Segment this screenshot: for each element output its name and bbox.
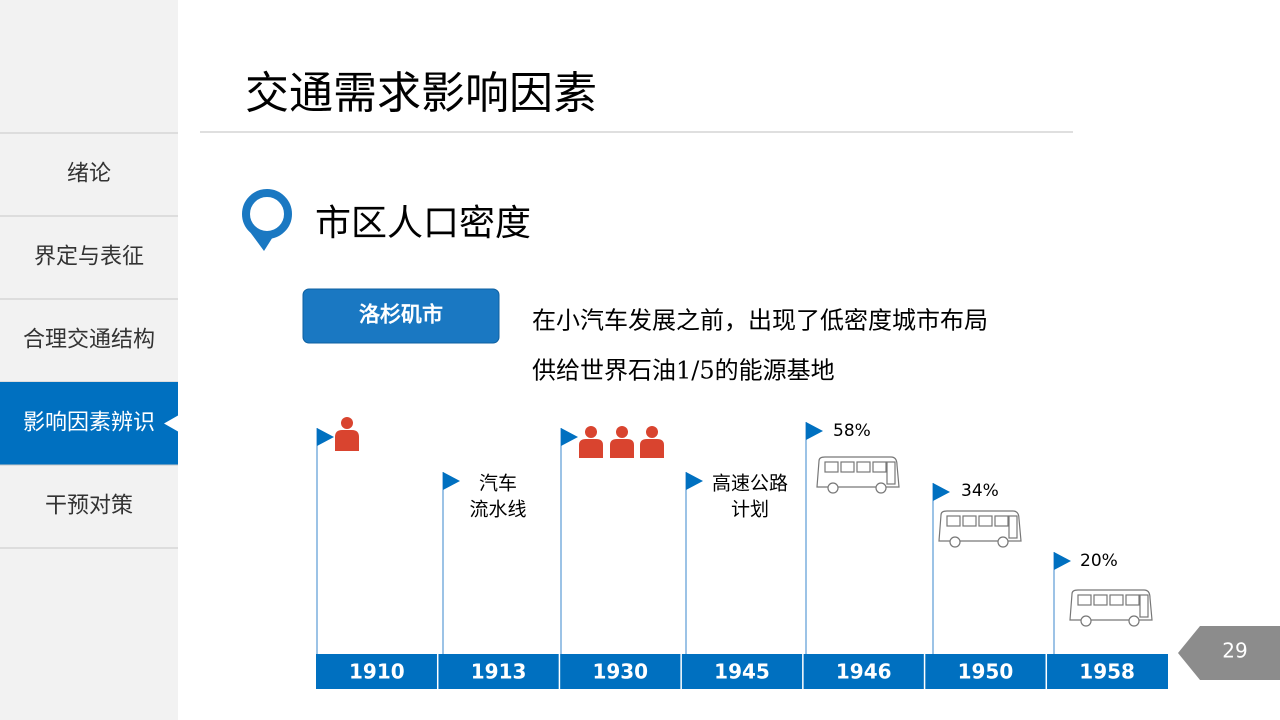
flag: [933, 483, 950, 501]
bus-window: [946, 515, 961, 527]
menu-item[interactable]: 影响因素辨识: [23, 411, 155, 436]
menu-item-active: [0, 382, 178, 465]
bus-window: [840, 461, 855, 473]
bus-icon: [1069, 589, 1153, 627]
pin-icon: [242, 189, 292, 251]
city-badge: [302, 288, 500, 344]
timeline-note: 汽车: [479, 473, 517, 495]
timeline-note: 计划: [731, 499, 769, 521]
sidebar: [0, 0, 178, 720]
bus-door: [1139, 594, 1149, 618]
bus-door: [1008, 515, 1018, 539]
bus-window: [824, 461, 839, 473]
bus-wheel: [949, 536, 961, 548]
flag: [1054, 552, 1071, 570]
bus-door: [886, 461, 896, 485]
menu-item[interactable]: 绪论: [67, 162, 111, 187]
menu-item[interactable]: 合理交通结构: [23, 328, 155, 353]
year-label: 1930: [592, 660, 648, 684]
bus-window: [1077, 594, 1092, 606]
bus-wheel: [1080, 615, 1092, 627]
menu-pointer: [164, 415, 178, 432]
description-line: 在小汽车发展之前，出现了低密度城市布局: [532, 307, 988, 335]
people-icons: [335, 417, 664, 458]
year-label: 1910: [349, 660, 405, 684]
bus-wheel: [997, 536, 1009, 548]
bus-icon: [816, 456, 900, 494]
year-label: 1945: [714, 660, 770, 684]
city-badge-label: 洛杉矶市: [359, 302, 443, 327]
page-number: 29: [1222, 639, 1247, 663]
bus-body: [1069, 589, 1153, 621]
bus-window: [1125, 594, 1140, 606]
bus-wheel: [875, 482, 887, 494]
timeline-flags: [316, 422, 1071, 654]
section-title: 市区人口密度: [315, 203, 531, 244]
bus-body: [816, 456, 900, 488]
bus-body: [938, 510, 1022, 542]
timeline-note: 高速公路: [712, 473, 788, 495]
year-label: 1913: [471, 660, 527, 684]
bus-window: [1093, 594, 1108, 606]
year-label: 1950: [958, 660, 1014, 684]
page-number-tab: [1178, 626, 1280, 680]
bus-window: [994, 515, 1009, 527]
bus-window: [856, 461, 871, 473]
bus-icons: [816, 456, 1153, 627]
page-title: 交通需求影响因素: [245, 68, 597, 119]
flag: [561, 428, 578, 446]
bus-icon: [938, 510, 1022, 548]
timeline-percent: 20%: [1080, 551, 1118, 571]
flag: [806, 422, 823, 440]
timeline-bar: 1910 1913 1930 1945 1946 1950 1958: [316, 654, 1168, 689]
flag: [686, 472, 703, 490]
bus-window: [962, 515, 977, 527]
bus-window: [872, 461, 887, 473]
description-line: 供给世界石油1/5的能源基地: [532, 357, 835, 385]
timeline-percent: 34%: [961, 481, 999, 501]
year-label: 1946: [836, 660, 892, 684]
menu-item[interactable]: 干预对策: [45, 494, 133, 519]
timeline-note: 流水线: [469, 499, 526, 521]
bus-window: [978, 515, 993, 527]
bus-window: [1109, 594, 1124, 606]
flag: [443, 472, 460, 490]
flag: [317, 428, 334, 446]
timeline-percent: 58%: [833, 421, 871, 441]
timeline-bar-bg: [316, 654, 1168, 689]
bus-wheel: [1128, 615, 1140, 627]
year-label: 1958: [1079, 660, 1135, 684]
bus-wheel: [827, 482, 839, 494]
menu-item[interactable]: 界定与表征: [34, 245, 144, 270]
